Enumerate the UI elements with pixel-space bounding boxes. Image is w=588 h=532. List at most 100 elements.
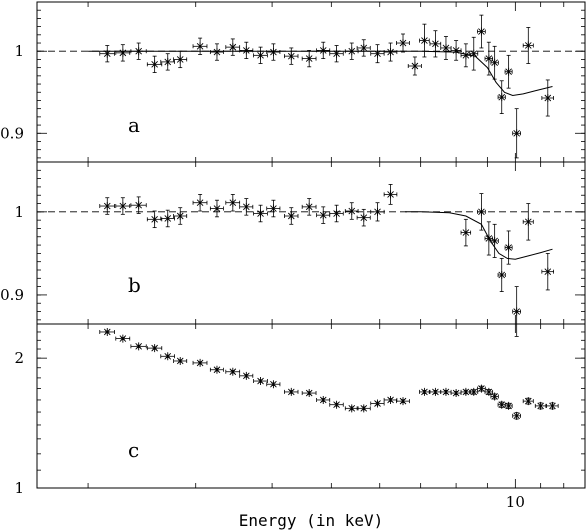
point-marker	[287, 387, 295, 396]
point-marker	[229, 367, 237, 376]
panel-b: 0.91 b	[0, 161, 586, 337]
panel-b-frame	[36, 161, 586, 325]
data-point	[316, 206, 331, 224]
data-point	[541, 79, 555, 117]
data-point	[146, 210, 163, 229]
point-marker	[164, 352, 172, 361]
point-marker	[135, 47, 142, 56]
data-point	[484, 387, 494, 396]
data-point	[239, 198, 254, 216]
panel-a-label: a	[128, 113, 140, 137]
point-marker	[119, 202, 127, 211]
point-marker	[257, 209, 264, 218]
point-marker	[421, 36, 428, 45]
point-marker	[103, 49, 111, 58]
point-marker	[432, 39, 439, 48]
y-tick-label: 1	[14, 42, 24, 60]
point-marker	[287, 212, 295, 220]
data-point	[99, 45, 115, 63]
point-marker	[287, 52, 295, 61]
y-tick-label: 0.9	[0, 124, 24, 142]
point-marker	[505, 243, 512, 252]
data-point	[130, 196, 147, 214]
panel-b-label: b	[128, 273, 141, 297]
data-point	[490, 392, 499, 401]
point-marker	[305, 54, 313, 63]
panel-a-ticks	[37, 2, 585, 162]
y-tick-label: 1	[14, 479, 24, 497]
data-point	[284, 47, 299, 65]
x-axis-label: Energy (in keV)	[239, 511, 384, 530]
point-marker	[478, 27, 485, 36]
point-marker	[348, 207, 356, 216]
data-point	[440, 36, 452, 60]
point-marker	[387, 395, 394, 404]
point-marker	[151, 60, 158, 69]
point-marker	[319, 211, 327, 220]
panel-a-frame	[36, 1, 586, 163]
data-point	[522, 27, 534, 64]
data-point	[504, 401, 513, 410]
point-marker	[513, 129, 520, 138]
point-marker	[360, 404, 368, 413]
point-marker	[213, 365, 221, 374]
data-point	[301, 50, 317, 68]
data-point	[329, 400, 344, 409]
panel-a: 0.9 1 a	[0, 1, 586, 163]
point-marker	[243, 46, 250, 55]
panel-b-y-tick-labels: 0.91	[0, 203, 24, 304]
data-point	[356, 404, 371, 413]
data-point	[344, 42, 359, 60]
point-marker	[442, 387, 450, 396]
point-marker	[399, 39, 407, 48]
point-marker	[135, 201, 142, 210]
point-marker	[374, 207, 381, 216]
data-point	[316, 41, 331, 60]
point-marker	[103, 327, 111, 336]
point-marker	[243, 371, 250, 380]
point-marker	[348, 404, 356, 413]
data-point	[284, 387, 299, 396]
data-point	[253, 46, 268, 64]
panel-b-model-curve	[405, 211, 553, 260]
point-marker	[485, 387, 493, 396]
point-marker	[305, 389, 313, 398]
data-point	[115, 197, 131, 215]
data-point	[253, 377, 268, 386]
data-point	[301, 198, 317, 216]
data-point	[225, 38, 241, 56]
data-point	[497, 257, 506, 293]
x-tick-label: 10	[506, 493, 525, 511]
data-point	[383, 184, 398, 205]
point-marker	[196, 198, 204, 207]
point-marker	[498, 400, 506, 409]
point-marker	[432, 387, 439, 396]
data-point	[115, 44, 131, 62]
data-point	[490, 223, 499, 258]
data-point	[192, 37, 208, 55]
data-point	[504, 54, 513, 89]
point-marker	[387, 48, 394, 57]
point-marker	[270, 380, 277, 389]
point-marker	[411, 62, 419, 70]
data-point	[192, 358, 208, 367]
data-point	[173, 50, 188, 69]
data-point	[266, 199, 281, 218]
data-point	[396, 397, 410, 406]
point-marker	[151, 344, 158, 353]
data-point	[396, 33, 410, 53]
point-marker	[387, 190, 394, 199]
point-marker	[196, 358, 204, 367]
data-point	[419, 387, 430, 396]
point-marker	[524, 217, 532, 226]
data-point	[160, 209, 175, 228]
point-marker	[524, 41, 532, 50]
data-point	[541, 252, 555, 291]
data-point	[497, 400, 506, 409]
data-point	[160, 352, 175, 361]
data-point	[225, 193, 241, 212]
point-marker	[257, 377, 264, 386]
data-point	[301, 389, 317, 398]
point-marker	[196, 42, 204, 51]
point-marker	[164, 214, 172, 223]
